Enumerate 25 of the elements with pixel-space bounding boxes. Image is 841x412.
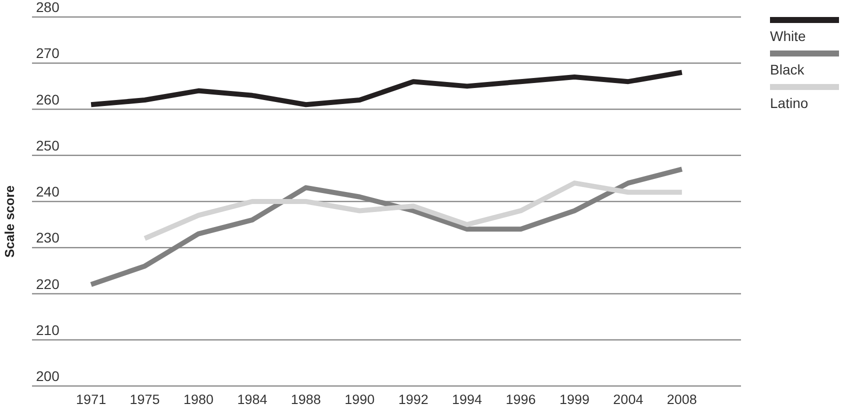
x-tick-label: 1990 [344, 392, 375, 407]
legend-label: Latino [770, 95, 808, 111]
y-tick-label: 230 [36, 230, 60, 246]
x-tick-label: 1996 [506, 392, 536, 407]
x-tick-label: 1994 [452, 392, 483, 407]
x-tick-label: 2008 [666, 392, 697, 407]
y-tick-label: 270 [36, 45, 60, 62]
y-tick-label: 280 [36, 0, 60, 15]
x-tick-label: 1992 [398, 392, 428, 407]
x-tick-label: 1988 [290, 392, 321, 407]
x-tick-label: 1971 [76, 392, 106, 407]
y-tick-label: 260 [36, 91, 60, 108]
x-tick-label: 1975 [130, 392, 160, 407]
x-tick-label: 1999 [559, 392, 590, 407]
y-tick-label: 220 [36, 276, 60, 292]
x-tick-label: 1980 [183, 392, 214, 407]
y-tick-label: 210 [36, 322, 60, 338]
y-tick-label: 240 [36, 184, 60, 200]
y-tick-label: 200 [36, 368, 60, 384]
x-tick-label: 2004 [613, 392, 644, 407]
legend-label: Black [770, 62, 806, 78]
y-tick-label: 250 [36, 137, 60, 154]
y-axis-title: Scale score [2, 185, 17, 258]
legend-label: White [770, 28, 806, 44]
x-tick-label: 1984 [237, 392, 268, 407]
